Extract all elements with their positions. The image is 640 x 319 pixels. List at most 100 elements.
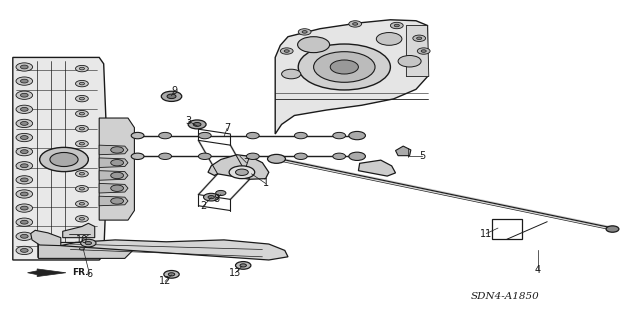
Polygon shape bbox=[99, 158, 128, 167]
Circle shape bbox=[79, 157, 84, 160]
Circle shape bbox=[394, 24, 399, 27]
Circle shape bbox=[333, 132, 346, 139]
Circle shape bbox=[298, 37, 330, 53]
Circle shape bbox=[111, 172, 124, 179]
Circle shape bbox=[168, 273, 175, 276]
Polygon shape bbox=[99, 196, 128, 206]
Text: SDN4-A1850: SDN4-A1850 bbox=[470, 293, 539, 301]
Polygon shape bbox=[208, 155, 269, 179]
Circle shape bbox=[20, 206, 28, 210]
Text: 2: 2 bbox=[200, 201, 207, 211]
Polygon shape bbox=[99, 118, 134, 220]
Circle shape bbox=[76, 110, 88, 117]
Polygon shape bbox=[358, 160, 396, 176]
Circle shape bbox=[20, 79, 28, 83]
Text: 5: 5 bbox=[419, 151, 426, 161]
Circle shape bbox=[111, 198, 124, 204]
Circle shape bbox=[16, 176, 33, 184]
Text: 1: 1 bbox=[262, 178, 269, 189]
Circle shape bbox=[417, 37, 422, 40]
Circle shape bbox=[208, 196, 214, 199]
Circle shape bbox=[421, 50, 426, 52]
Circle shape bbox=[246, 153, 259, 160]
Circle shape bbox=[349, 131, 365, 140]
Circle shape bbox=[333, 153, 346, 160]
Circle shape bbox=[20, 150, 28, 153]
Circle shape bbox=[76, 65, 88, 72]
Circle shape bbox=[76, 201, 88, 207]
Text: 11: 11 bbox=[480, 228, 493, 239]
Circle shape bbox=[417, 48, 430, 54]
Circle shape bbox=[79, 127, 84, 130]
Circle shape bbox=[398, 56, 421, 67]
Circle shape bbox=[193, 122, 201, 126]
Circle shape bbox=[20, 249, 28, 252]
Circle shape bbox=[16, 218, 33, 226]
Circle shape bbox=[349, 21, 362, 27]
Circle shape bbox=[204, 193, 219, 201]
Polygon shape bbox=[396, 146, 411, 156]
Circle shape bbox=[376, 33, 402, 45]
Circle shape bbox=[79, 67, 84, 70]
Circle shape bbox=[236, 262, 251, 269]
Circle shape bbox=[294, 132, 307, 139]
Polygon shape bbox=[99, 183, 128, 193]
Circle shape bbox=[76, 125, 88, 132]
Circle shape bbox=[198, 132, 211, 139]
Circle shape bbox=[20, 93, 28, 97]
Circle shape bbox=[40, 147, 88, 172]
Circle shape bbox=[79, 173, 84, 175]
Circle shape bbox=[81, 239, 96, 247]
Circle shape bbox=[16, 133, 33, 142]
Polygon shape bbox=[13, 57, 108, 260]
Circle shape bbox=[20, 234, 28, 238]
Circle shape bbox=[164, 271, 179, 278]
Polygon shape bbox=[99, 171, 128, 180]
Circle shape bbox=[330, 60, 358, 74]
Circle shape bbox=[20, 164, 28, 168]
Circle shape bbox=[79, 233, 84, 235]
Circle shape bbox=[16, 147, 33, 156]
Circle shape bbox=[284, 50, 289, 52]
Circle shape bbox=[159, 132, 172, 139]
Circle shape bbox=[302, 31, 307, 33]
Text: 7: 7 bbox=[243, 158, 250, 168]
Circle shape bbox=[188, 120, 206, 129]
Circle shape bbox=[16, 204, 33, 212]
Circle shape bbox=[76, 216, 88, 222]
Circle shape bbox=[76, 186, 88, 192]
Circle shape bbox=[20, 192, 28, 196]
Text: 7: 7 bbox=[224, 123, 230, 133]
Circle shape bbox=[79, 97, 84, 100]
Circle shape bbox=[236, 169, 248, 175]
Text: 9: 9 bbox=[171, 86, 177, 96]
Circle shape bbox=[16, 63, 33, 71]
Circle shape bbox=[413, 35, 426, 41]
Circle shape bbox=[606, 226, 619, 232]
Circle shape bbox=[294, 153, 307, 160]
Text: 3: 3 bbox=[186, 116, 192, 126]
Polygon shape bbox=[28, 269, 66, 277]
Circle shape bbox=[246, 132, 259, 139]
Text: 8: 8 bbox=[213, 194, 220, 204]
Circle shape bbox=[79, 203, 84, 205]
Circle shape bbox=[76, 231, 88, 237]
Circle shape bbox=[111, 185, 124, 191]
Circle shape bbox=[280, 48, 293, 54]
Circle shape bbox=[76, 171, 88, 177]
Circle shape bbox=[131, 153, 144, 160]
Circle shape bbox=[76, 95, 88, 102]
Circle shape bbox=[268, 154, 285, 163]
Circle shape bbox=[298, 29, 311, 35]
Circle shape bbox=[20, 220, 28, 224]
Circle shape bbox=[20, 108, 28, 111]
Circle shape bbox=[159, 153, 172, 160]
Circle shape bbox=[20, 136, 28, 139]
Circle shape bbox=[131, 132, 144, 139]
Circle shape bbox=[79, 248, 84, 250]
Circle shape bbox=[79, 188, 84, 190]
Circle shape bbox=[76, 155, 88, 162]
Polygon shape bbox=[99, 145, 128, 155]
Circle shape bbox=[20, 178, 28, 182]
Bar bbox=[492, 219, 522, 239]
